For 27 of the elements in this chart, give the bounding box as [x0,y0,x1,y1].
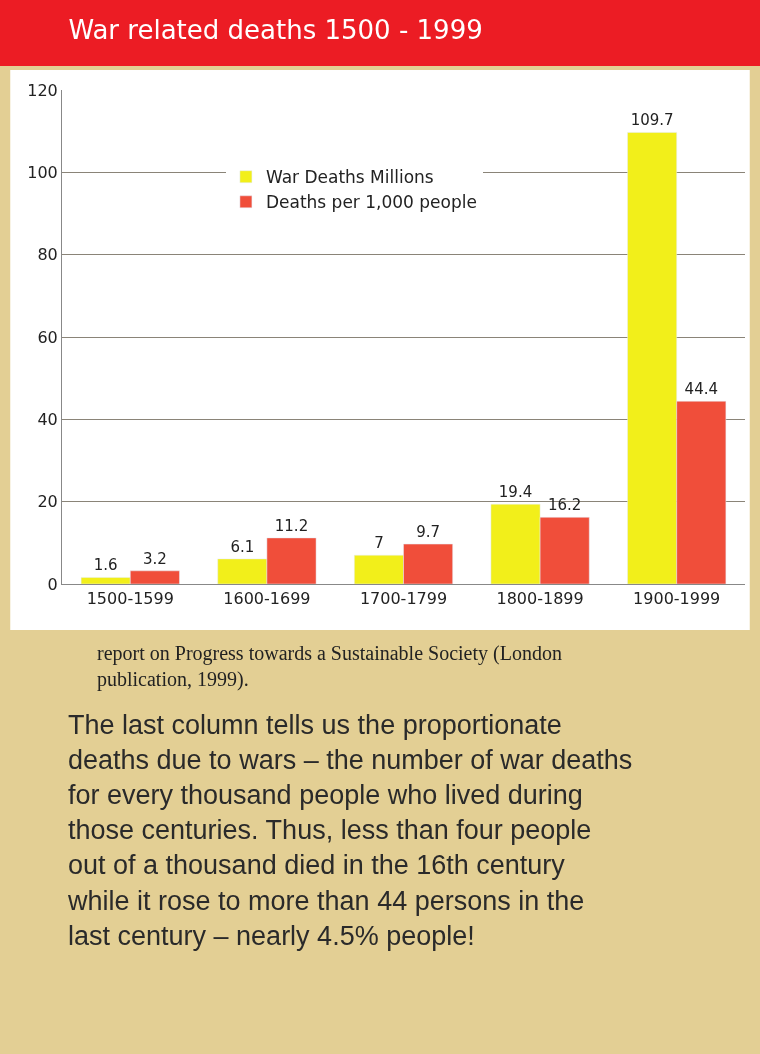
y-tick-label: 20 [37,492,58,512]
chart-title: War related deaths 1500 - 1999 [68,15,483,46]
data-label: 1.6 [93,556,118,575]
legend-label: War Deaths Millions [265,167,434,188]
text: The last column tells us the proportionate deaths due to wars – the number of war deaths for every thousand people who lived during those centuries. Thus, less than four people out of a thousand died in the 16th century while it rose to more than 44 persons in the last century – nearly 4.5% people! [67,710,633,951]
y-tick-label: 100 [27,162,58,182]
y-tick-label: 80 [37,245,58,265]
data-label: 7 [374,534,384,553]
x-tick-label: 1900-1999 [633,589,721,609]
data-label: 19.4 [498,483,533,502]
data-label: 11.2 [274,516,309,535]
text: report on Progress towards a Sustainable Society (London publication, 1999). [97,642,562,691]
y-tick-label: 0 [47,574,58,594]
x-tick-label: 1600-1699 [223,589,311,609]
data-label: 9.7 [416,523,441,542]
x-tick-label: 1800-1899 [496,589,584,609]
x-tick-label: 1500-1599 [86,589,174,609]
legend-label: Deaths per 1,000 people [265,192,477,213]
data-label: 44.4 [684,380,718,399]
y-tick-label: 120 [27,80,58,100]
x-tick-label: 1700-1799 [359,589,448,609]
data-label: 3.2 [142,549,167,568]
y-tick-label: 40 [37,409,58,429]
data-label: 16.2 [547,496,582,515]
data-label: 6.1 [230,537,255,556]
data-label: 109.7 [630,111,674,130]
y-tick-label: 60 [37,327,58,347]
